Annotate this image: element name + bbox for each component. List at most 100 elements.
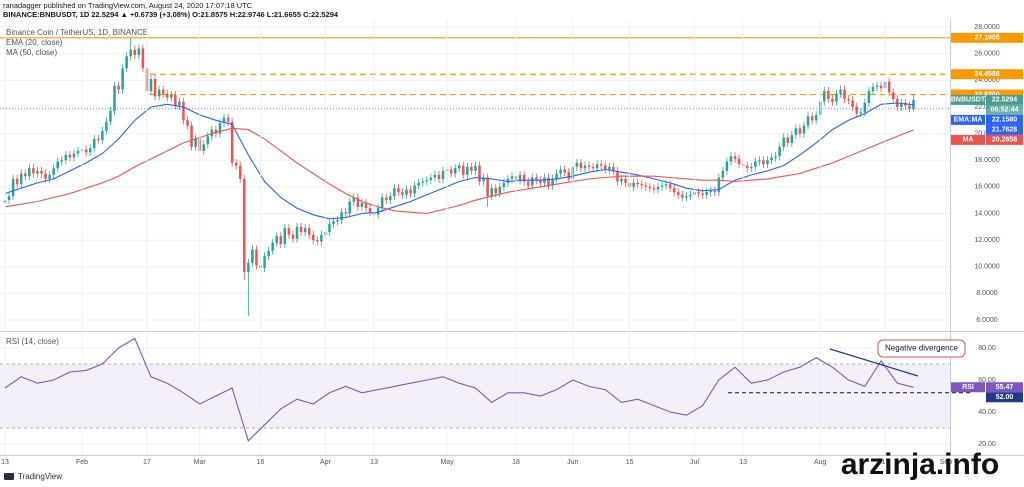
- candle-body: [190, 125, 193, 147]
- candle-body: [851, 100, 854, 107]
- tag-value-box: [986, 392, 1023, 403]
- candle-body: [587, 165, 591, 167]
- candle-body: [429, 177, 433, 181]
- candle-body: [364, 202, 368, 209]
- candle-body: [251, 249, 254, 263]
- candle-body: [307, 228, 311, 235]
- y-tick-label: 60.00: [978, 377, 996, 384]
- candle-body: [530, 177, 534, 186]
- candle-body: [376, 208, 380, 215]
- candle-body: [648, 186, 652, 189]
- candle-body: [52, 168, 55, 175]
- candle-body: [230, 121, 234, 163]
- candle-body: [644, 185, 648, 187]
- pane-title: Binance Coin / TetherUS, 1D, BINANCE: [6, 28, 148, 37]
- series-line: [4, 337, 914, 442]
- candle-body: [222, 117, 226, 123]
- candle-body: [486, 177, 489, 197]
- candle-body: [802, 125, 806, 134]
- candle-body: [295, 226, 299, 239]
- candle-body: [413, 185, 416, 194]
- level-label: 24.4588: [974, 71, 999, 78]
- candle-body: [178, 101, 181, 106]
- y-tick-label: 24.0000: [974, 77, 999, 84]
- candle-body: [60, 160, 64, 162]
- candle-body: [717, 177, 721, 193]
- candle-body: [433, 174, 437, 178]
- candle-body: [636, 182, 639, 185]
- tag-value: 22.5294: [992, 97, 1017, 104]
- tag-value-box: [986, 382, 1023, 393]
- candle-body: [28, 168, 31, 177]
- candle-body: [56, 161, 59, 169]
- candle-body: [697, 192, 700, 194]
- candle-body: [563, 169, 566, 173]
- candle-body: [206, 136, 210, 145]
- candle-body: [806, 116, 810, 126]
- candle-body: [591, 166, 595, 169]
- candle-body: [745, 165, 749, 169]
- candle-body: [328, 224, 331, 233]
- x-tick-label: 17: [881, 459, 889, 466]
- candle-body: [157, 89, 161, 97]
- candle-body: [299, 226, 303, 233]
- candle-body: [798, 128, 802, 134]
- candle-body: [214, 129, 218, 134]
- candle-body: [685, 196, 688, 198]
- candle-body: [113, 85, 116, 111]
- candle-body: [640, 184, 644, 186]
- candle-body: [332, 221, 335, 225]
- candle-body: [474, 165, 477, 171]
- tag-name: RSI: [962, 384, 974, 391]
- y-tick-label: 26.0000: [974, 51, 999, 58]
- candle-body: [827, 90, 830, 99]
- candle-body: [348, 201, 351, 214]
- candle-body: [624, 178, 627, 183]
- candle-body: [344, 212, 347, 214]
- candle-body: [725, 161, 729, 171]
- candle-body: [762, 160, 765, 165]
- candle-body: [283, 228, 287, 245]
- candle-body: [15, 178, 19, 185]
- candle-body: [559, 169, 562, 174]
- candle-body: [153, 78, 157, 97]
- candle-body: [457, 165, 461, 169]
- countdown: 06:52:44: [990, 107, 1018, 114]
- candle-body: [137, 48, 141, 56]
- candle-body: [72, 153, 76, 158]
- tag-name: EMA:MA: [954, 117, 983, 124]
- candle-body: [774, 156, 777, 158]
- candle-body: [701, 193, 704, 195]
- candle-body: [737, 158, 741, 165]
- candle-body: [794, 128, 798, 135]
- x-tick-label: 13: [370, 459, 378, 466]
- x-tick-label: Sep: [940, 459, 953, 466]
- candle-body: [871, 86, 875, 91]
- candle-body: [713, 190, 717, 193]
- x-tick-label: Aug: [814, 459, 827, 466]
- candle-body: [336, 220, 339, 222]
- candle-body: [368, 208, 372, 213]
- candle-body: [19, 173, 23, 185]
- candle-body: [352, 197, 356, 202]
- candle-body: [174, 94, 177, 106]
- candle-body: [705, 192, 708, 195]
- candle-body: [449, 169, 453, 174]
- brand-name: TradingView: [18, 472, 62, 481]
- countdown-box: [986, 104, 1023, 115]
- x-tick-label: Mar: [194, 459, 207, 466]
- candle-body: [494, 188, 498, 194]
- x-tick-label: 17: [143, 459, 151, 466]
- candle-body: [44, 173, 47, 179]
- candle-body: [689, 194, 692, 197]
- x-tick-label: 13: [1, 459, 9, 466]
- candle-body: [847, 98, 850, 101]
- candle-body: [84, 149, 88, 153]
- candle-body: [125, 56, 128, 69]
- candle-body: [656, 186, 660, 190]
- tag-name-box: [951, 94, 985, 105]
- x-tick-label: 15: [626, 459, 634, 466]
- legend-entry: MA (50, close): [6, 48, 57, 57]
- candle-body: [405, 189, 408, 195]
